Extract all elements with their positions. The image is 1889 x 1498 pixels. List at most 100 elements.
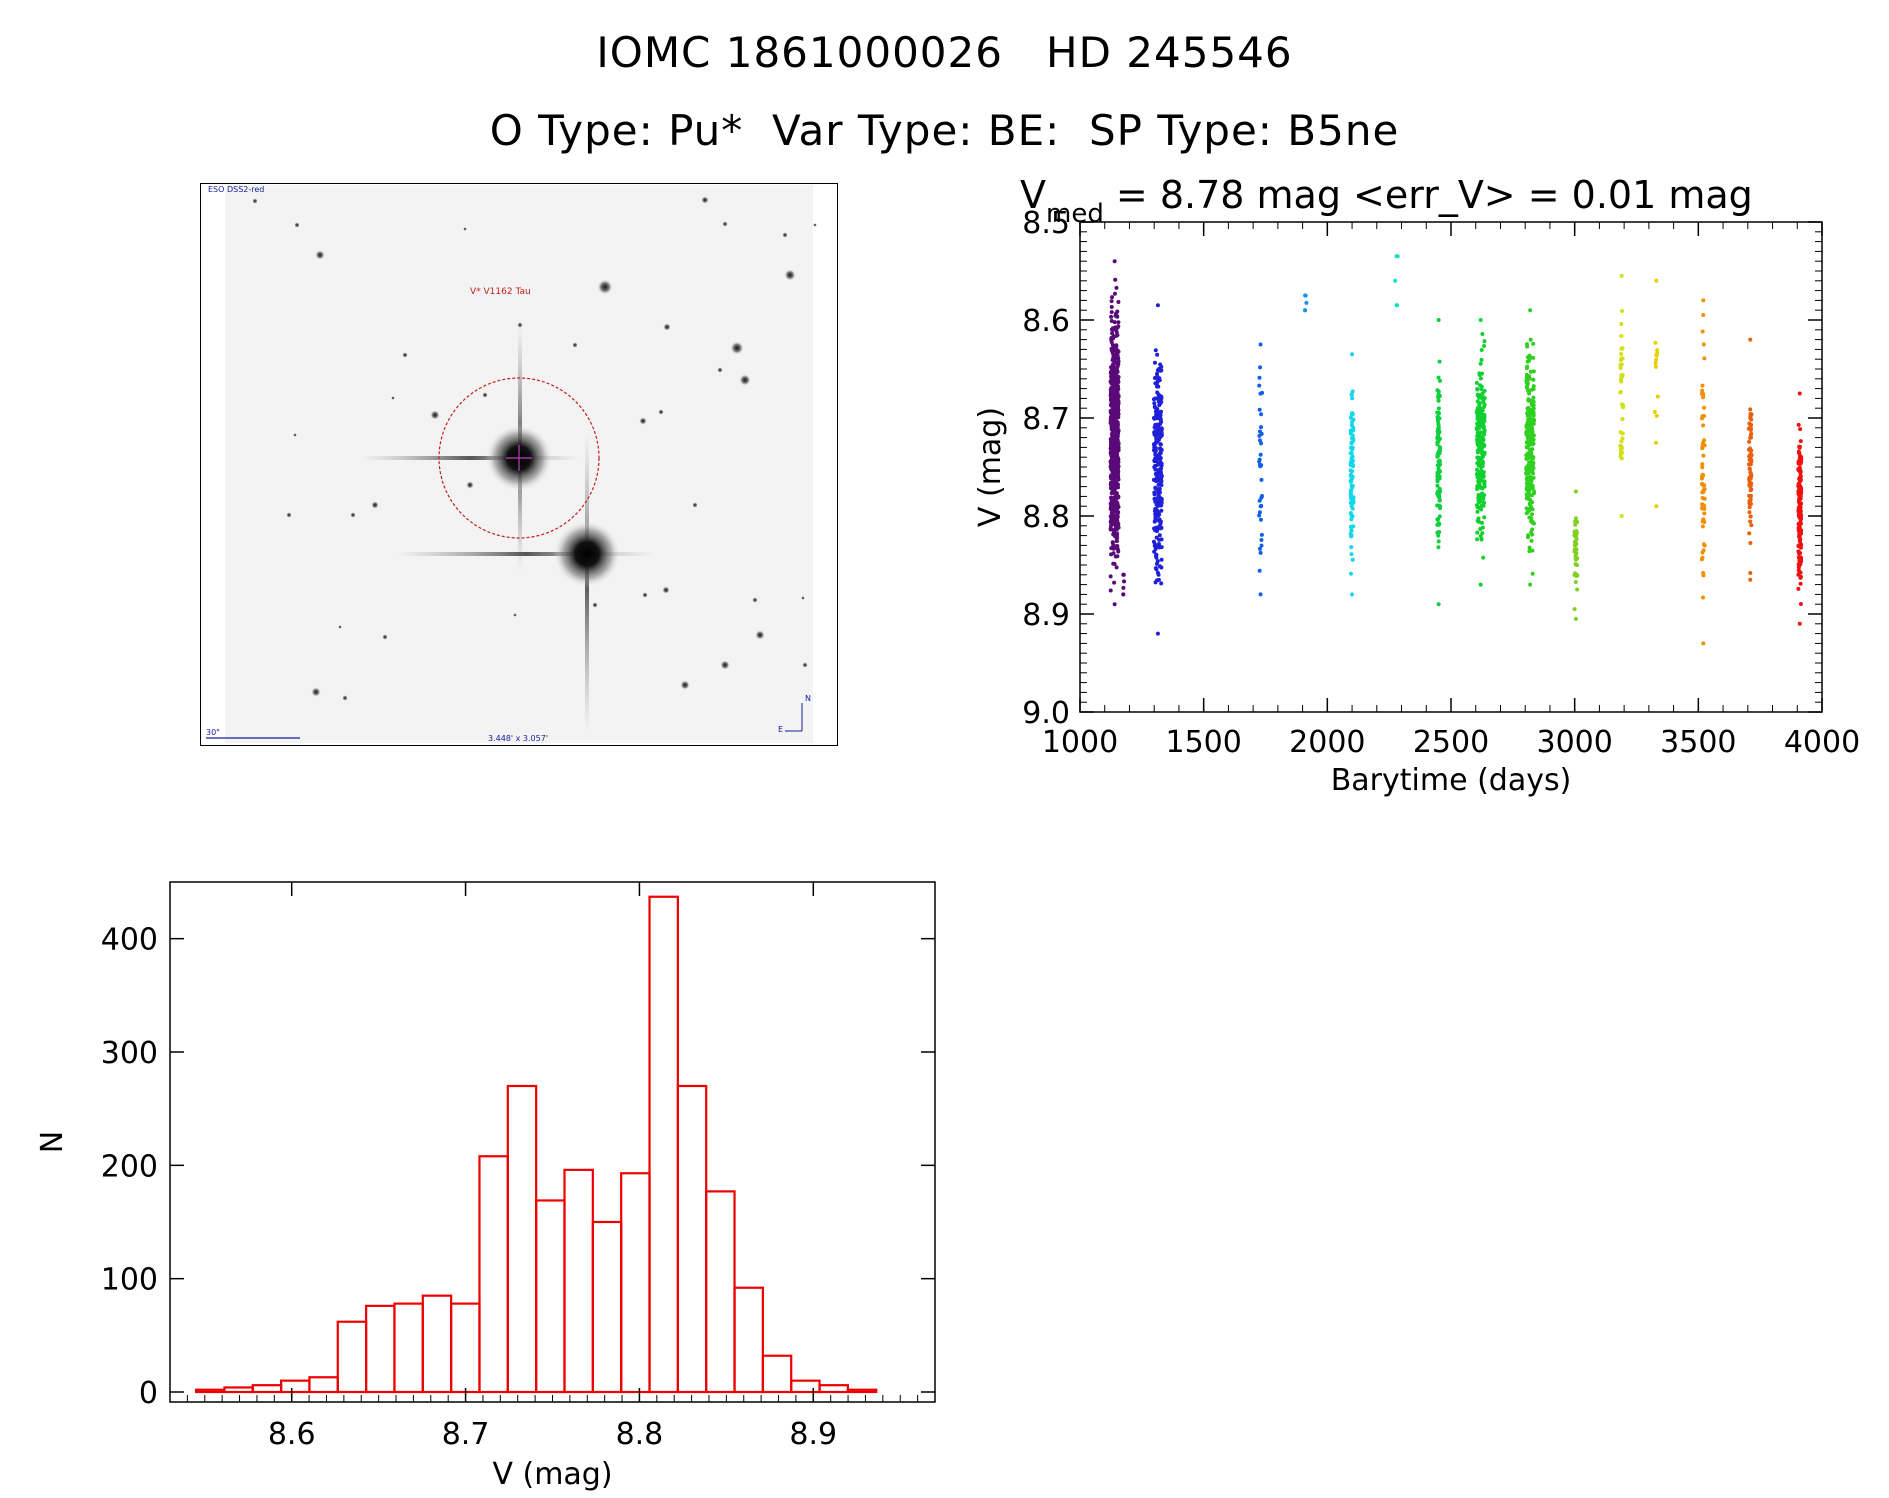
background-star xyxy=(463,227,467,231)
light-curve-point xyxy=(1158,362,1163,367)
light-curve-point xyxy=(1529,493,1534,498)
light-curve-point xyxy=(1113,463,1118,468)
light-curve-point xyxy=(1116,464,1121,469)
light-curve-point xyxy=(1478,526,1483,531)
light-curve-point xyxy=(1350,420,1355,425)
light-curve-point xyxy=(1156,437,1161,442)
light-curve-point xyxy=(1797,445,1802,450)
light-curve-point xyxy=(1654,504,1659,509)
light-curve-point xyxy=(1748,483,1753,488)
light-curve-points xyxy=(1108,254,1804,646)
histogram-y-axis-label: N xyxy=(35,1131,70,1153)
light-curve-point xyxy=(1348,472,1353,477)
light-curve-point xyxy=(1349,451,1354,456)
light-curve-point xyxy=(1115,443,1120,448)
light-curve-point xyxy=(1157,403,1162,408)
background-star xyxy=(701,196,709,204)
compass-icon: N E xyxy=(778,694,811,734)
light-curve-point xyxy=(1349,552,1354,557)
light-curve-point xyxy=(1748,337,1753,342)
light-curve-point xyxy=(1156,424,1161,429)
light-curve-point xyxy=(1113,343,1118,348)
light-curve-point xyxy=(1702,405,1707,410)
light-curve-point xyxy=(1112,580,1117,585)
light-curve-point xyxy=(1437,492,1442,497)
background-star xyxy=(572,342,578,348)
light-curve-point xyxy=(1153,580,1158,585)
light-curve-point xyxy=(1435,388,1440,393)
light-curve-point xyxy=(1796,586,1801,591)
light-curve-point xyxy=(1437,530,1442,535)
light-curve-point xyxy=(1435,478,1440,483)
light-curve-point xyxy=(1260,390,1265,395)
light-curve-point xyxy=(1481,399,1486,404)
light-curve-point xyxy=(1152,425,1157,430)
background-star xyxy=(286,512,292,518)
light-curve-point xyxy=(1110,363,1115,368)
light-curve-point xyxy=(1257,510,1262,515)
light-curve-point xyxy=(1436,406,1441,411)
light-curve-point xyxy=(1528,308,1533,313)
light-curve-point xyxy=(1475,393,1480,398)
background-star xyxy=(813,223,817,227)
light-curve-point xyxy=(1573,571,1578,576)
light-curve-point xyxy=(1747,505,1752,510)
light-curve-point xyxy=(1258,550,1263,555)
light-curve-point xyxy=(1259,425,1264,430)
light-curve-point xyxy=(1109,485,1114,490)
light-curve-point xyxy=(1110,540,1115,545)
light-curve-point xyxy=(1479,347,1484,352)
light-curve-point xyxy=(1159,565,1164,570)
light-curve-point xyxy=(1156,399,1161,404)
light-curve-point xyxy=(1572,539,1577,544)
light-curve-point xyxy=(1526,490,1531,495)
light-curve-point xyxy=(1153,434,1158,439)
histogram-bar xyxy=(620,1172,651,1394)
light-curve-point xyxy=(1701,473,1706,478)
light-curve-point xyxy=(1530,532,1535,537)
background-star xyxy=(692,502,698,508)
compass-north-label: N xyxy=(805,694,811,703)
light-curve-point xyxy=(1350,396,1355,401)
background-star xyxy=(382,634,388,640)
light-curve-point xyxy=(1157,451,1162,456)
light-curve-point xyxy=(1157,512,1162,517)
light-curve-point xyxy=(1480,391,1485,396)
light-curve-point xyxy=(1654,278,1659,283)
light-curve-point xyxy=(1573,557,1578,562)
light-curve-point xyxy=(1479,384,1484,389)
light-curve-point xyxy=(1527,549,1532,554)
light-curve-point xyxy=(1153,525,1158,530)
light-curve-point xyxy=(1349,534,1354,539)
light-curve-point xyxy=(1529,461,1534,466)
light-curve-point xyxy=(1653,340,1658,345)
light-curve-point xyxy=(1482,429,1487,434)
x-tick-label: 8.7 xyxy=(442,1417,490,1452)
light-curve-point xyxy=(1655,394,1660,399)
light-curve-point xyxy=(1479,537,1484,542)
light-curve-point xyxy=(1303,293,1308,298)
light-curve-point xyxy=(1152,549,1157,554)
histogram-bar xyxy=(194,1388,226,1394)
light-curve-point xyxy=(1526,481,1531,486)
light-curve-point xyxy=(1748,497,1753,502)
light-curve-point xyxy=(1109,310,1114,315)
light-curve-point xyxy=(1619,377,1624,382)
light-curve-point xyxy=(1437,359,1442,364)
background-star xyxy=(597,279,613,295)
light-curve-point xyxy=(1701,395,1706,400)
bright-neighbour-star xyxy=(553,520,621,588)
light-curve-point xyxy=(1350,557,1355,562)
light-curve-point xyxy=(1348,478,1353,483)
light-curve-point xyxy=(1151,416,1156,421)
light-curve-point xyxy=(1475,387,1480,392)
light-curve-point xyxy=(1350,483,1355,488)
light-curve-point xyxy=(1747,421,1752,426)
light-curve-point xyxy=(1573,579,1578,584)
light-curve-point xyxy=(1525,433,1530,438)
light-curve-point xyxy=(1436,433,1441,438)
light-curve-point xyxy=(1477,403,1482,408)
light-curve-point xyxy=(1438,448,1443,453)
light-curve-point xyxy=(1531,369,1536,374)
light-curve-point xyxy=(1155,407,1160,412)
